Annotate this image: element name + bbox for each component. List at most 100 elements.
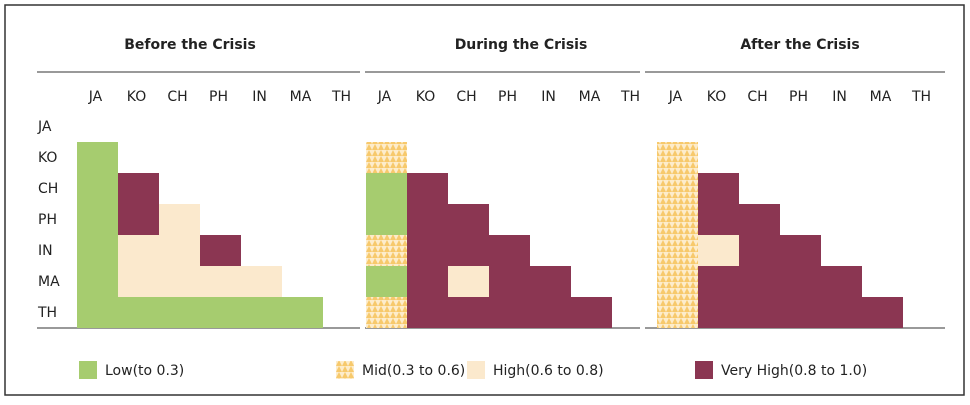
cell <box>780 235 821 266</box>
cell <box>366 297 407 328</box>
cell <box>77 235 118 266</box>
cell <box>530 266 571 297</box>
cell <box>698 173 739 204</box>
cell <box>118 235 159 266</box>
cell <box>200 297 241 328</box>
cell <box>159 266 200 297</box>
cell <box>118 173 159 204</box>
cell <box>241 297 282 328</box>
cell <box>366 235 407 266</box>
col-label: CH <box>456 89 476 105</box>
cell <box>448 235 489 266</box>
cell <box>780 297 821 328</box>
cell <box>489 266 530 297</box>
cell <box>698 266 739 297</box>
col-label: JA <box>377 89 392 105</box>
cell <box>159 235 200 266</box>
cell <box>698 204 739 235</box>
cell <box>407 235 448 266</box>
legend-label: High(0.6 to 0.8) <box>493 363 604 379</box>
cell <box>366 204 407 235</box>
cell <box>407 297 448 328</box>
cell <box>657 266 698 297</box>
panel-title: Before the Crisis <box>124 37 256 53</box>
col-label: JA <box>88 89 103 105</box>
cell <box>821 266 862 297</box>
panel-title: During the Crisis <box>455 37 588 53</box>
row-label: PH <box>38 212 57 228</box>
cell <box>407 173 448 204</box>
col-label: PH <box>209 89 228 105</box>
col-label: JA <box>668 89 683 105</box>
cell <box>407 266 448 297</box>
col-label: MA <box>870 89 892 105</box>
legend-label: Mid(0.3 to 0.6) <box>362 363 465 379</box>
cell <box>282 297 323 328</box>
legend-swatch <box>79 361 97 379</box>
cell <box>657 235 698 266</box>
cell <box>530 297 571 328</box>
legend-label: Low(to 0.3) <box>105 363 184 379</box>
col-label: CH <box>747 89 767 105</box>
col-label: KO <box>416 89 435 105</box>
cell <box>241 266 282 297</box>
cell <box>366 142 407 173</box>
cell <box>489 235 530 266</box>
cell <box>739 204 780 235</box>
cell <box>159 204 200 235</box>
cell <box>821 297 862 328</box>
row-label: IN <box>38 243 53 259</box>
cell <box>698 297 739 328</box>
row-label: TH <box>37 305 57 321</box>
cell <box>448 204 489 235</box>
cell <box>77 266 118 297</box>
cell <box>739 266 780 297</box>
cell <box>118 204 159 235</box>
row-label: KO <box>38 150 57 166</box>
col-label: MA <box>579 89 601 105</box>
row-label: MA <box>38 274 60 290</box>
col-label: IN <box>541 89 556 105</box>
cell <box>739 297 780 328</box>
col-label: IN <box>252 89 267 105</box>
cell <box>780 266 821 297</box>
cell <box>407 204 448 235</box>
col-label: MA <box>290 89 312 105</box>
cell <box>657 173 698 204</box>
col-label: TH <box>620 89 640 105</box>
cell <box>739 235 780 266</box>
cell <box>657 142 698 173</box>
cell <box>448 266 489 297</box>
cell <box>77 142 118 173</box>
cell <box>200 235 241 266</box>
cell <box>200 266 241 297</box>
col-label: CH <box>167 89 187 105</box>
col-label: PH <box>498 89 517 105</box>
cell <box>159 297 200 328</box>
col-label: TH <box>331 89 351 105</box>
cell <box>77 297 118 328</box>
cell <box>77 173 118 204</box>
legend-swatch <box>336 361 354 379</box>
panel-title: After the Crisis <box>740 37 859 53</box>
col-label: IN <box>832 89 847 105</box>
col-label: TH <box>911 89 931 105</box>
col-label: PH <box>789 89 808 105</box>
legend-swatch <box>695 361 713 379</box>
cell <box>448 297 489 328</box>
col-label: KO <box>707 89 726 105</box>
cell <box>862 297 903 328</box>
cell <box>366 266 407 297</box>
legend-label: Very High(0.8 to 1.0) <box>721 363 867 379</box>
legend-swatch <box>467 361 485 379</box>
cell <box>77 204 118 235</box>
frame <box>4 4 965 396</box>
cell <box>366 173 407 204</box>
cell <box>657 204 698 235</box>
col-label: KO <box>127 89 146 105</box>
row-label: JA <box>37 119 52 135</box>
cell <box>657 297 698 328</box>
cell <box>698 235 739 266</box>
cell <box>571 297 612 328</box>
